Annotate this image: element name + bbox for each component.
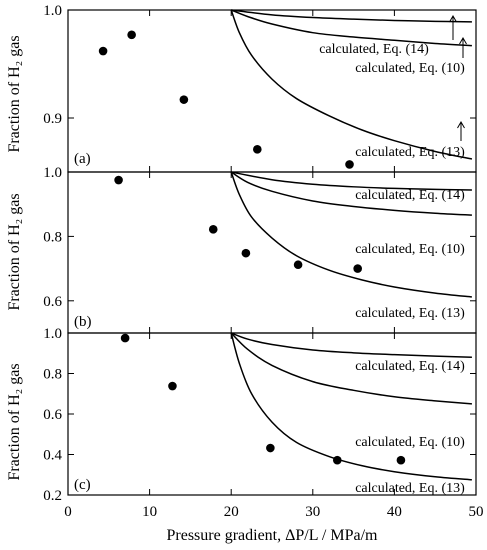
y-tick-label: 0.2 <box>43 488 62 504</box>
data-point <box>253 145 262 154</box>
data-point <box>332 455 342 465</box>
data-point <box>168 381 177 391</box>
calculated-curve <box>230 171 472 216</box>
x-tick-label: 40 <box>387 504 402 520</box>
calculated-curve <box>230 9 473 160</box>
data-point <box>127 30 136 40</box>
curve-label: calculated, Eq. (14) <box>319 42 429 57</box>
x-tick-label: 50 <box>469 504 484 520</box>
calculated-curve <box>230 332 472 405</box>
x-tick-label: 20 <box>224 504 239 520</box>
y-tick-label: 0.6 <box>43 294 62 310</box>
data-point <box>98 46 108 56</box>
data-point <box>396 455 406 465</box>
x-tick-label: 10 <box>142 504 157 520</box>
curve-label: calculated, Eq. (14) <box>355 359 465 374</box>
y-tick-label: 0.9 <box>43 111 62 127</box>
data-point <box>293 260 303 270</box>
panel-c: 0.2 0.4 0.6 0.8 1.0 0 10 20 30 40 50 calculated, Eq… <box>43 326 483 520</box>
y-tick-label: 1.0 <box>43 326 62 342</box>
arrow-head <box>459 37 467 45</box>
curve-label: calculated, Eq. (10) <box>355 242 465 257</box>
chart-panels: 0.9 1.0 calculated, Eq. (14) calculated, Eq… <box>43 3 483 520</box>
calculated-curve <box>230 9 472 47</box>
x-tick-label: 30 <box>305 504 320 520</box>
data-point <box>266 443 275 453</box>
y-tick-label: 0.6 <box>43 407 62 423</box>
calculated-curve <box>230 332 472 359</box>
data-point <box>114 175 123 185</box>
curve-label: calculated, Eq. (14) <box>355 188 465 203</box>
data-point <box>179 95 189 104</box>
data-point <box>345 160 354 169</box>
y-tick-label: 0.8 <box>43 229 62 245</box>
y-axis-label: Fraction of H₂ gas <box>6 363 23 480</box>
y-tick-label: 1.0 <box>43 3 62 19</box>
data-point <box>353 264 362 273</box>
calculated-curve <box>230 332 472 481</box>
calculated-curve <box>231 9 472 23</box>
y-tick-label: 1.0 <box>43 165 62 181</box>
curve-label: calculated, Eq. (13) <box>355 306 465 321</box>
plot-frame <box>67 332 477 496</box>
curve-label: calculated, Eq. (10) <box>355 435 465 450</box>
y-axis-label: Fraction of H₂ gas <box>6 193 23 310</box>
curve-label: calculated, Eq. (13) <box>355 145 465 160</box>
curve-label: calculated, Eq. (10) <box>355 61 465 76</box>
data-point <box>241 248 251 258</box>
x-axis-label: Pressure gradient, ΔP/L / MPa/m <box>166 527 378 544</box>
y-tick-label: 0.8 <box>43 367 62 383</box>
panel-label: (c) <box>74 477 91 493</box>
curve-label: calculated, Eq. (13) <box>355 481 465 496</box>
data-point <box>208 225 218 234</box>
arrow-head <box>449 15 457 23</box>
panel-a: 0.9 1.0 calculated, Eq. (14) calculated, Eq… <box>43 3 477 173</box>
panel-b: 0.6 0.8 1.0 calculated, Eq. (14) calculated,… <box>43 165 477 334</box>
data-point <box>120 333 130 343</box>
panel-label: (a) <box>74 151 91 167</box>
calculated-curve <box>230 171 472 298</box>
y-axis-label: Fraction of H₂ gas <box>6 35 23 152</box>
arrow-head <box>457 121 465 129</box>
calculated-curve <box>231 171 472 191</box>
x-tick-label: 0 <box>64 504 72 520</box>
y-tick-label: 0.4 <box>43 448 62 464</box>
panel-label: (b) <box>74 314 92 330</box>
